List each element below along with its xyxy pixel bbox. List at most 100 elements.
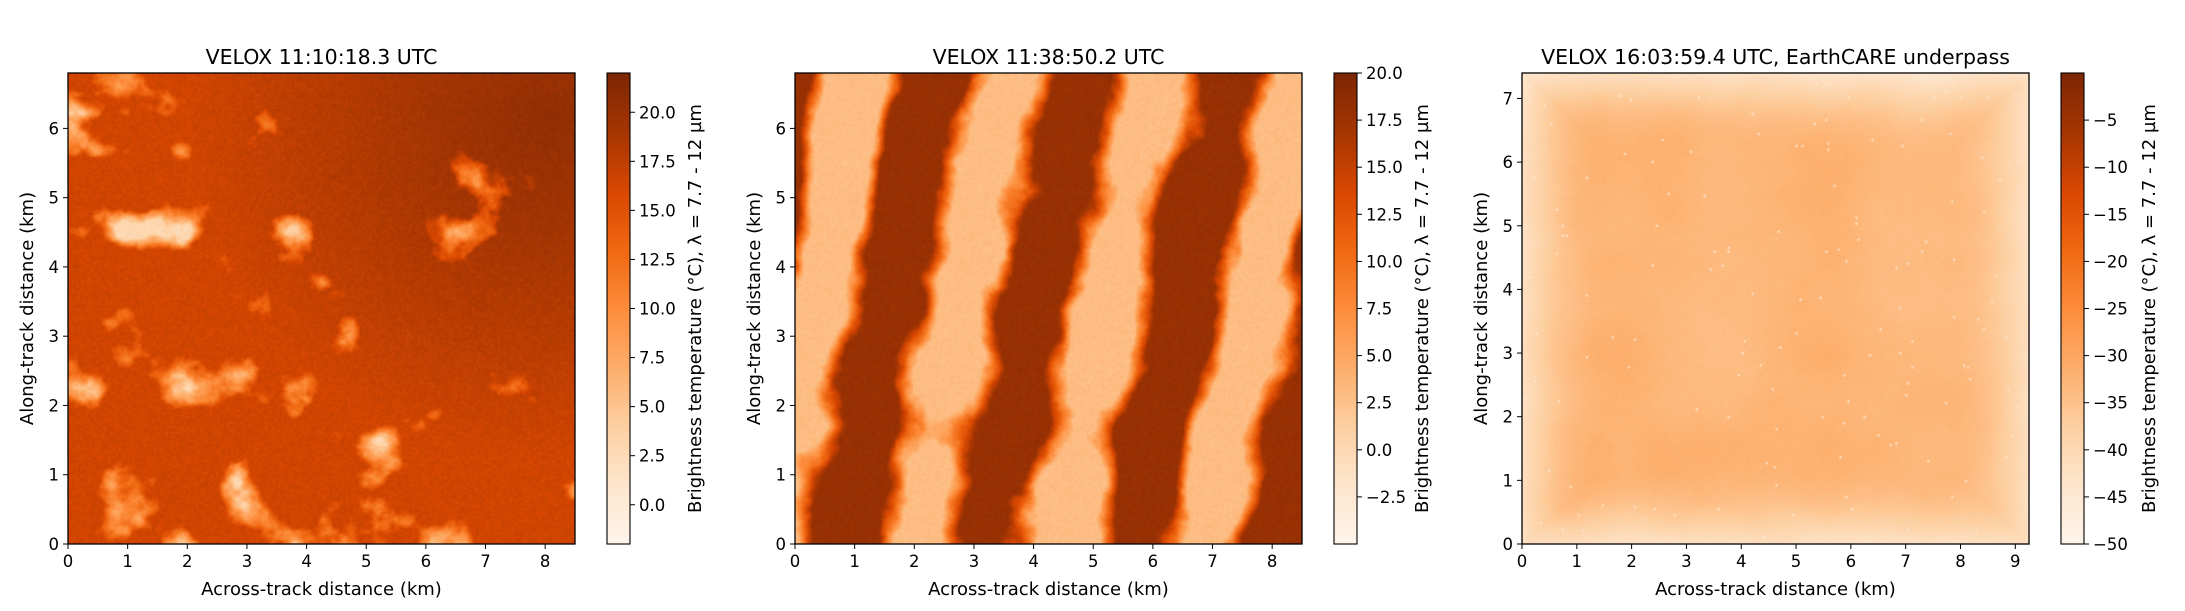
- y-tick-label: 1: [1503, 471, 1514, 490]
- colorbar-tick-label: 10.0: [1366, 252, 1403, 271]
- y-axis-label: Along-track distance (km): [744, 192, 765, 425]
- x-tick-label: 1: [122, 552, 133, 571]
- x-tick-label: 1: [849, 552, 860, 571]
- x-axis-label: Across-track distance (km): [201, 579, 442, 600]
- colorbar-tick-label: 20.0: [639, 103, 676, 122]
- axes-frame: [1521, 72, 2030, 545]
- colorbar-tick-label: 0.0: [639, 496, 665, 515]
- y-tick-label: 5: [49, 189, 60, 208]
- y-tick-label: 0: [776, 535, 787, 554]
- x-tick-label: 8: [1955, 552, 1966, 571]
- colorbar-tick-label: −45: [2093, 488, 2128, 507]
- x-tick-label: 5: [1791, 552, 1802, 571]
- x-tick-label: 4: [1028, 552, 1039, 571]
- y-tick-label: 3: [776, 327, 787, 346]
- y-tick-label: 2: [49, 396, 60, 415]
- colorbar-tick-label: 7.5: [639, 349, 665, 368]
- heatmap-image: [795, 73, 1302, 544]
- colorbar-tick-label: −35: [2093, 394, 2128, 413]
- y-tick-label: 5: [776, 189, 787, 208]
- y-tick-label: 4: [1503, 280, 1514, 299]
- panel-1: VELOX 11:10:18.3 UTC 0 1 2 3 4 5 6 7 8 0 1 2 3 4 5 6 Acro…: [17, 45, 706, 600]
- panel-2: VELOX 11:38:50.2 UTC 0 1 2 3 4 5 6 7 8 0 1 2 3 4 5 6 Acro…: [744, 45, 1433, 600]
- x-tick-label: 2: [1626, 552, 1637, 571]
- colorbar-tick-label: 15.0: [1366, 158, 1403, 177]
- colorbar-label: Brightness temperature (°C), λ = 7.7 - 1…: [1412, 104, 1433, 513]
- colorbar-tick-label: 12.5: [639, 250, 676, 269]
- x-tick-label: 2: [909, 552, 920, 571]
- y-tick-label: 6: [49, 119, 60, 138]
- x-tick-label: 7: [1207, 552, 1218, 571]
- y-tick-label: 3: [1503, 344, 1514, 363]
- x-tick-label: 7: [1900, 552, 1911, 571]
- y-tick-label: 2: [776, 396, 787, 415]
- colorbar-tick-label: −15: [2093, 205, 2128, 224]
- chart-title: VELOX 11:38:50.2 UTC: [933, 45, 1165, 69]
- y-tick-label: 0: [49, 535, 60, 554]
- x-tick-label: 6: [1148, 552, 1159, 571]
- x-tick-label: 3: [242, 552, 253, 571]
- colorbar-tick-label: 17.5: [639, 152, 676, 171]
- x-tick-label: 9: [2010, 552, 2021, 571]
- chart-title: VELOX 16:03:59.4 UTC, EarthCARE underpas…: [1541, 45, 2010, 69]
- x-tick-label: 4: [301, 552, 312, 571]
- x-tick-label: 3: [969, 552, 980, 571]
- colorbar-tick-label: 10.0: [639, 300, 676, 319]
- y-tick-label: 3: [49, 327, 60, 346]
- x-tick-label: 2: [182, 552, 193, 571]
- colorbar-tick-label: −2.5: [1366, 488, 1406, 507]
- axes-frame: [67, 72, 576, 545]
- x-tick-label: 0: [1517, 552, 1528, 571]
- colorbar-gradient: [607, 73, 630, 544]
- y-axis-label: Along-track distance (km): [17, 192, 38, 425]
- y-tick-label: 4: [49, 258, 60, 277]
- x-tick-label: 5: [361, 552, 372, 571]
- y-tick-label: 5: [1503, 217, 1514, 236]
- x-tick-label: 0: [63, 552, 74, 571]
- colorbar-tick-label: 7.5: [1366, 300, 1392, 319]
- x-tick-label: 8: [540, 552, 551, 571]
- y-tick-label: 1: [49, 466, 60, 485]
- colorbar-tick-label: −40: [2093, 441, 2128, 460]
- colorbar-tick-label: −25: [2093, 300, 2128, 319]
- y-tick-label: 6: [776, 119, 787, 138]
- y-tick-label: 7: [1503, 89, 1514, 108]
- x-tick-label: 3: [1681, 552, 1692, 571]
- colorbar-tick-label: 20.0: [1366, 64, 1403, 83]
- x-tick-label: 6: [421, 552, 432, 571]
- chart-title: VELOX 11:10:18.3 UTC: [206, 45, 438, 69]
- colorbar-gradient: [2061, 73, 2084, 544]
- x-tick-label: 0: [790, 552, 801, 571]
- colorbar-tick-label: 2.5: [639, 447, 665, 466]
- x-tick-label: 6: [1846, 552, 1857, 571]
- x-axis-label: Across-track distance (km): [1655, 579, 1896, 600]
- x-tick-label: 8: [1267, 552, 1278, 571]
- colorbar-tick-label: −30: [2093, 347, 2128, 366]
- colorbar-tick-label: 12.5: [1366, 205, 1403, 224]
- colorbar-tick-label: −20: [2093, 252, 2128, 271]
- x-tick-label: 4: [1736, 552, 1747, 571]
- y-tick-label: 4: [776, 258, 787, 277]
- x-axis-label: Across-track distance (km): [928, 579, 1169, 600]
- colorbar-label: Brightness temperature (°C), λ = 7.7 - 1…: [685, 104, 706, 513]
- colorbar-tick-label: 15.0: [639, 201, 676, 220]
- axes-frame: [794, 72, 1303, 545]
- colorbar-tick-label: 17.5: [1366, 111, 1403, 130]
- y-axis-label: Along-track distance (km): [1471, 192, 1492, 425]
- panel-3: VELOX 16:03:59.4 UTC, EarthCARE underpas…: [1471, 45, 2160, 600]
- x-tick-label: 7: [480, 552, 491, 571]
- colorbar-tick-label: −5: [2093, 111, 2117, 130]
- colorbar-tick-label: 5.0: [1366, 347, 1392, 366]
- heatmap-image: [1522, 73, 2029, 544]
- y-tick-label: 0: [1503, 535, 1514, 554]
- y-tick-label: 1: [776, 466, 787, 485]
- colorbar-tick-label: −10: [2093, 158, 2128, 177]
- colorbar-tick-label: 0.0: [1366, 441, 1392, 460]
- colorbar-label: Brightness temperature (°C), λ = 7.7 - 1…: [2139, 104, 2160, 513]
- x-tick-label: 5: [1088, 552, 1099, 571]
- colorbar-tick-label: 5.0: [639, 398, 665, 417]
- colorbar-tick-label: 2.5: [1366, 394, 1392, 413]
- colorbar-tick-label: −50: [2093, 535, 2128, 554]
- colorbar-gradient: [1334, 73, 1357, 544]
